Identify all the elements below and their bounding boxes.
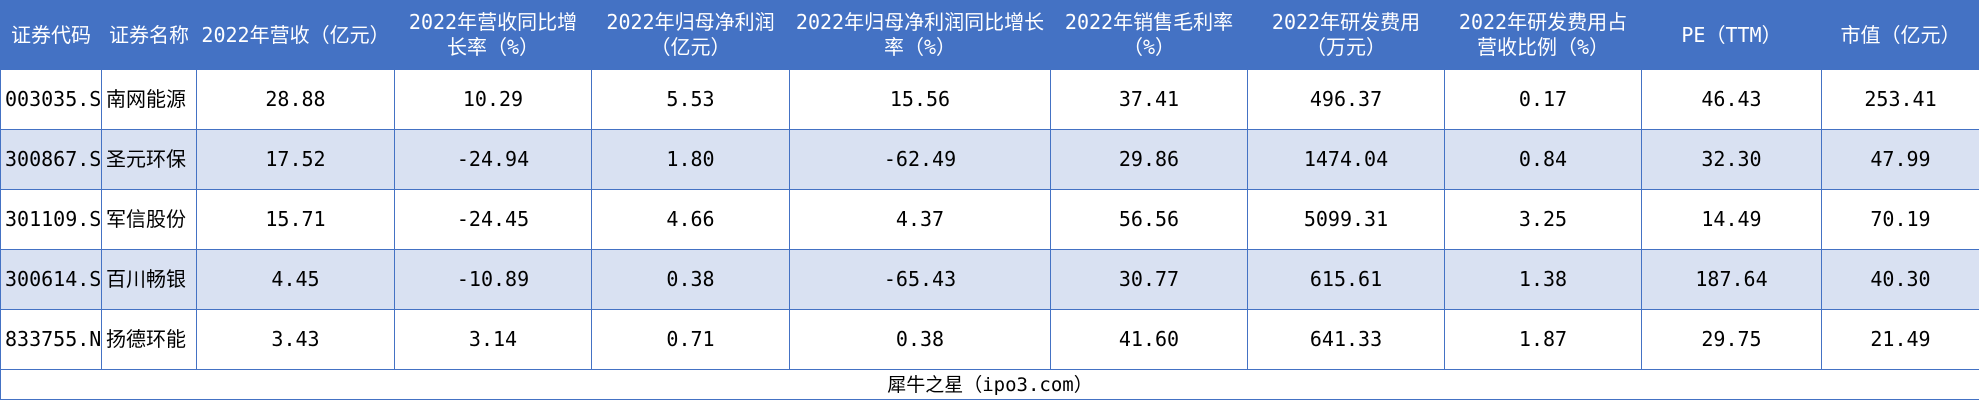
name-cell: 军信股份 (101, 189, 197, 251)
header-cell: 2022年研发费用（万元） (1247, 0, 1445, 70)
footer-row: 犀牛之星（ipo3.com） (0, 369, 1979, 400)
data-row: 300614.SZ百川畅银4.45-10.890.38-65.4330.7761… (0, 249, 1979, 311)
value-cell: 10.29 (394, 68, 592, 131)
name-cell: 南网能源 (101, 68, 197, 131)
value-cell: 32.30 (1641, 129, 1822, 191)
value-cell: 40.30 (1821, 249, 1979, 311)
value-cell: 4.66 (591, 189, 790, 251)
value-cell: 29.86 (1050, 129, 1248, 191)
header-cell: 2022年归母净利润同比增长率（%） (789, 0, 1051, 70)
value-cell: 3.14 (394, 309, 592, 371)
table-body: 003035.SZ南网能源28.8810.295.5315.5637.41496… (0, 68, 1979, 400)
value-cell: 0.84 (1444, 129, 1642, 191)
value-cell: 70.19 (1821, 189, 1979, 251)
code-cell: 833755.NQ (0, 309, 102, 371)
value-cell: 3.25 (1444, 189, 1642, 251)
value-cell: 1.80 (591, 129, 790, 191)
header-cell: 2022年营收（亿元） (196, 0, 395, 70)
value-cell: 1.38 (1444, 249, 1642, 311)
value-cell: 47.99 (1821, 129, 1979, 191)
value-cell: 14.49 (1641, 189, 1822, 251)
name-cell: 圣元环保 (101, 129, 197, 191)
value-cell: -24.94 (394, 129, 592, 191)
value-cell: 0.71 (591, 309, 790, 371)
value-cell: 0.38 (591, 249, 790, 311)
header-cell: 2022年研发费用占营收比例（%） (1444, 0, 1642, 70)
value-cell: 28.88 (196, 68, 395, 131)
value-cell: 5099.31 (1247, 189, 1445, 251)
value-cell: 187.64 (1641, 249, 1822, 311)
data-row: 301109.SZ军信股份15.71-24.454.664.3756.56509… (0, 189, 1979, 251)
value-cell: 30.77 (1050, 249, 1248, 311)
data-row: 300867.SZ圣元环保17.52-24.941.80-62.4929.861… (0, 129, 1979, 191)
header-cell: 证券代码 (0, 0, 102, 70)
header-cell: 2022年销售毛利率（%） (1050, 0, 1248, 70)
header-cell: 2022年营收同比增长率（%） (394, 0, 592, 70)
value-cell: 0.38 (789, 309, 1051, 371)
value-cell: 5.53 (591, 68, 790, 131)
value-cell: 29.75 (1641, 309, 1822, 371)
value-cell: 21.49 (1821, 309, 1979, 371)
value-cell: 46.43 (1641, 68, 1822, 131)
header-cell: 证券名称 (101, 0, 197, 70)
name-cell: 扬德环能 (101, 309, 197, 371)
value-cell: 1474.04 (1247, 129, 1445, 191)
value-cell: 17.52 (196, 129, 395, 191)
value-cell: 4.45 (196, 249, 395, 311)
value-cell: -24.45 (394, 189, 592, 251)
value-cell: 56.56 (1050, 189, 1248, 251)
value-cell: 37.41 (1050, 68, 1248, 131)
value-cell: 496.37 (1247, 68, 1445, 131)
data-row: 003035.SZ南网能源28.8810.295.5315.5637.41496… (0, 68, 1979, 131)
code-cell: 003035.SZ (0, 68, 102, 131)
value-cell: -10.89 (394, 249, 592, 311)
value-cell: 641.33 (1247, 309, 1445, 371)
value-cell: 1.87 (1444, 309, 1642, 371)
code-cell: 301109.SZ (0, 189, 102, 251)
footer-text: 犀牛之星（ipo3.com） (0, 369, 1979, 400)
data-row: 833755.NQ扬德环能3.433.140.710.3841.60641.33… (0, 309, 1979, 371)
code-cell: 300614.SZ (0, 249, 102, 311)
value-cell: 15.71 (196, 189, 395, 251)
name-cell: 百川畅银 (101, 249, 197, 311)
value-cell: 253.41 (1821, 68, 1979, 131)
value-cell: 615.61 (1247, 249, 1445, 311)
value-cell: -62.49 (789, 129, 1051, 191)
header-cell: 2022年归母净利润（亿元） (591, 0, 790, 70)
header-cell: PE（TTM） (1641, 0, 1822, 70)
value-cell: 0.17 (1444, 68, 1642, 131)
value-cell: 4.37 (789, 189, 1051, 251)
header-row: 证券代码 证券名称 2022年营收（亿元） 2022年营收同比增长率（%） 2022年归… (0, 0, 1979, 70)
value-cell: 15.56 (789, 68, 1051, 131)
value-cell: -65.43 (789, 249, 1051, 311)
code-cell: 300867.SZ (0, 129, 102, 191)
value-cell: 3.43 (196, 309, 395, 371)
value-cell: 41.60 (1050, 309, 1248, 371)
header-cell: 市值（亿元） (1821, 0, 1979, 70)
